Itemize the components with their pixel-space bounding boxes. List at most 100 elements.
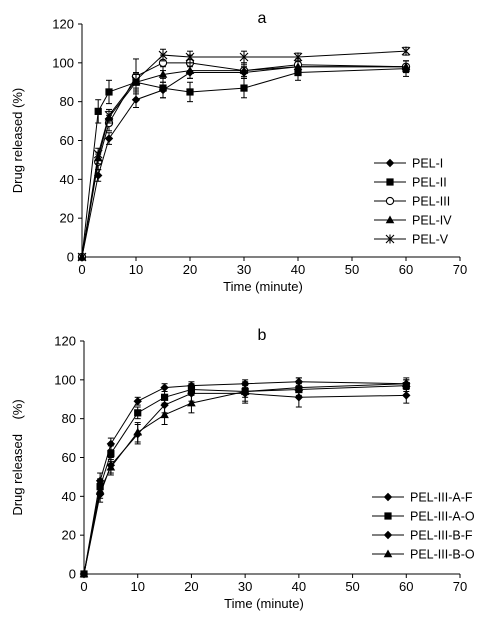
panel-a-data-point xyxy=(158,50,168,60)
panel-b-y-axis-label: Drug released (%) xyxy=(10,399,25,515)
panel-b-y-tick-label: 20 xyxy=(62,528,76,543)
panel-a-y-tick-label: 0 xyxy=(67,250,74,265)
panel-b-legend-label: PEL-III-A-O xyxy=(410,510,475,524)
panel-b-series-PEL-III-A-O xyxy=(80,379,410,578)
panel-a-data-point xyxy=(93,149,103,159)
panel-a-data-point xyxy=(131,95,141,104)
panel-a-series-PEL-V xyxy=(77,46,411,262)
panel-b-legend-label: PEL-III-A-F xyxy=(410,491,473,505)
panel-b-data-point xyxy=(79,569,89,578)
panel-a-legend-marker xyxy=(386,178,394,186)
panel-a-x-tick-label: 40 xyxy=(291,262,305,277)
panel-a-legend-label: PEL-V xyxy=(412,233,449,247)
panel-b-data-point xyxy=(402,391,411,400)
panel-b-legend-label: PEL-III-B-F xyxy=(410,529,473,543)
panel-a-data-point xyxy=(239,66,249,74)
panel-a-legend-label: PEL-III xyxy=(412,195,450,209)
panel-a-x-tick-label: 30 xyxy=(237,262,251,277)
panel-b-series-line xyxy=(83,385,407,575)
panel-b-data-point xyxy=(95,486,105,494)
panel-b-data-point xyxy=(133,427,143,436)
panel-a-data-point xyxy=(186,88,194,96)
panel-b-x-tick-label: 60 xyxy=(399,579,413,594)
panel-b-x-tick-label: 10 xyxy=(130,579,144,594)
panel-b-x-tick-label: 50 xyxy=(345,579,359,594)
panel-a-y-tick-label: 40 xyxy=(60,172,74,187)
panel-a-legend-marker xyxy=(385,215,395,224)
panel-b-legend-marker xyxy=(383,492,393,502)
panel-a-y-tick-label: 20 xyxy=(60,211,74,226)
panel-a-y-tick-label: 80 xyxy=(60,94,74,109)
panel-a-legend-marker xyxy=(385,234,395,244)
panel-b-data-point xyxy=(401,379,411,388)
panel-a-data-point xyxy=(185,52,195,62)
panel-b-y-tick-label: 80 xyxy=(62,411,76,426)
panel-a-x-tick-label: 70 xyxy=(453,262,467,277)
panel-b-x-axis-label: Time (minute) xyxy=(224,596,304,611)
panel-b-x-tick-label: 0 xyxy=(80,579,87,594)
panel-b-y-tick-label: 40 xyxy=(62,489,76,504)
panel-a-y-tick-label: 60 xyxy=(60,133,74,148)
panel-a-legend-marker xyxy=(385,196,395,206)
panel-b-x-tick-label: 20 xyxy=(184,579,198,594)
panel-b-data-point xyxy=(107,450,115,458)
panel-b-data-point xyxy=(294,383,304,391)
panel-a-data-point xyxy=(185,66,195,74)
panel-a-data-point xyxy=(77,252,87,262)
panel-b-series-PEL-III-A-F xyxy=(79,377,411,579)
panel-a-data-point xyxy=(239,52,249,62)
panel-a-data-point xyxy=(159,84,167,92)
panel-b-legend-marker xyxy=(383,530,393,540)
panel-b-data-point xyxy=(240,386,250,395)
panel-a-data-point xyxy=(293,62,303,71)
panel-a-x-tick-label: 0 xyxy=(78,262,85,277)
panel-a-y-tick-label: 120 xyxy=(52,17,74,32)
panel-b-series-line xyxy=(83,381,407,575)
panel-b-x-tick-label: 30 xyxy=(238,579,252,594)
panel-b-legend-label: PEL-III-B-O xyxy=(410,548,475,562)
panel-b-data-point xyxy=(106,462,116,471)
panel-a-x-tick-label: 50 xyxy=(345,262,359,277)
panel-a-x-tick-label: 10 xyxy=(129,262,143,277)
panel-a-data-point xyxy=(293,52,303,62)
panel-a-legend-label: PEL-II xyxy=(412,176,447,190)
panel-b-data-point xyxy=(133,396,142,406)
panel-b: 0 10 20 30 40 50 60 70 0 20 40 60 80 100 120 Time (minu… xyxy=(10,327,475,611)
panel-a-data-point xyxy=(131,75,141,85)
panel-b-data-point xyxy=(160,383,169,392)
panel-a-data-point xyxy=(94,107,102,115)
panel-b-legend-marker xyxy=(383,549,393,558)
panel-b-data-point xyxy=(160,410,169,419)
panel-b-panel-label: b xyxy=(258,327,267,344)
panel-b-y-tick-label: 120 xyxy=(54,334,76,349)
panel-a-data-point xyxy=(104,134,114,143)
panel-a-x-axis-label: Time (minute) xyxy=(223,279,303,294)
panel-b-data-point xyxy=(187,398,196,407)
panel-b-series-PEL-III-B-F xyxy=(79,383,411,579)
panel-b-y-tick-label: 0 xyxy=(69,567,76,582)
panel-a-data-point xyxy=(104,110,114,120)
panel-a-data-point xyxy=(105,88,113,96)
panel-b-data-point xyxy=(134,409,142,417)
panel-a-legend-label: PEL-I xyxy=(412,157,443,171)
panel-b-series-line xyxy=(83,383,407,575)
panel-a-panel-label: a xyxy=(258,10,267,27)
panel-b-legend-marker xyxy=(384,512,392,520)
panel-a-data-point xyxy=(401,62,411,71)
panel-a-legend-marker xyxy=(385,158,395,168)
panel-b-x-tick-label: 70 xyxy=(453,579,467,594)
panel-b-y-tick-label: 60 xyxy=(62,450,76,465)
panel-a: 0 10 20 30 40 50 60 70 0 20 40 60 80 100 120 Time (minu… xyxy=(10,10,467,294)
panel-a-legend-label: PEL-IV xyxy=(412,214,452,228)
panel-a-y-axis-label: Drug released (%) xyxy=(10,88,25,194)
panel-b-series-PEL-III-B-O xyxy=(79,377,411,578)
panel-a-data-point xyxy=(240,84,248,92)
panel-a-x-tick-label: 60 xyxy=(399,262,413,277)
panel-a-x-tick-label: 20 xyxy=(183,262,197,277)
panel-a-data-point xyxy=(158,69,168,78)
panel-a-y-tick-label: 100 xyxy=(52,55,74,70)
panel-a-data-point xyxy=(401,46,411,56)
panel-b-y-tick-label: 100 xyxy=(54,372,76,387)
